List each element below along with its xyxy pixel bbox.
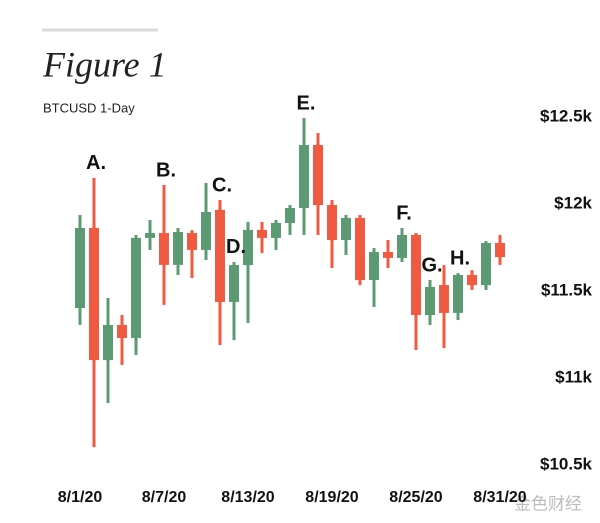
candle-body [313,145,323,206]
x-tick-label: 8/13/20 [221,489,274,506]
x-tick-label: 8/1/20 [58,489,103,506]
candle-body [285,208,295,223]
candle-body [75,228,85,309]
candle-body [187,233,197,250]
candle-body [257,229,267,238]
candle-body [131,237,141,338]
candle-body [383,252,393,258]
annotation: C. [212,174,232,196]
annotation: G. [421,254,442,276]
annotation: D. [226,236,246,258]
candle-body [229,265,239,302]
y-tick-label: $10.5k [540,454,593,473]
candle-body [495,242,505,258]
candle-body [397,234,407,258]
candle-body [215,209,225,302]
candle-body [103,324,113,361]
candle-body [439,285,449,313]
candle-body [355,217,365,281]
x-tick-label: 8/19/20 [305,489,358,506]
x-tick-label: 8/31/20 [473,489,526,506]
x-tick-label: 8/25/20 [389,489,442,506]
annotation: E. [297,92,316,114]
chart-subtitle: BTCUSD 1-Day [43,100,135,115]
y-tick-label: $12k [554,193,592,212]
candle-body [341,217,351,241]
annotation: A. [86,152,106,174]
candle-body [453,274,463,313]
candle-body [145,233,155,238]
candle-body [467,274,477,286]
candle-body [243,229,253,266]
candle-body [201,212,211,250]
candle-body [89,228,99,361]
candle-body [117,324,127,338]
y-tick-label: $11.5k [541,280,593,299]
annotation: F. [396,202,412,224]
x-tick-label: 8/7/20 [142,489,187,506]
candle-body [159,233,169,265]
candle-body [411,234,421,316]
annotation: B. [156,159,176,181]
candle-body [481,242,491,286]
candle-body [327,205,337,241]
y-tick-label: $11k [555,367,592,386]
candle-body [425,286,435,316]
candle-body [271,222,281,238]
watermark: 金色财经 [514,494,582,513]
y-tick-label: $12.5k [540,106,593,125]
annotation: H. [450,247,470,269]
chart-title: Figure 1 [42,44,167,84]
candle-body [369,252,379,281]
candle-body [173,232,183,265]
candle-body [299,145,309,209]
